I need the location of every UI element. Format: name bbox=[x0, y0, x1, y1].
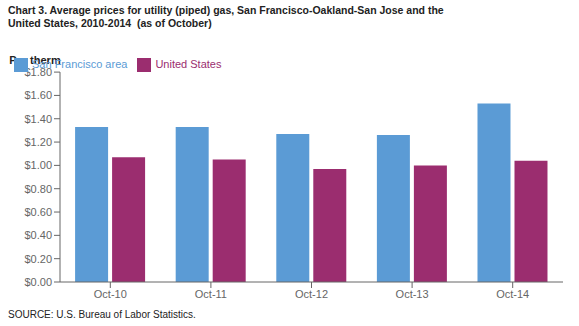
svg-text:$1.20: $1.20 bbox=[24, 136, 52, 148]
svg-text:Oct-10: Oct-10 bbox=[94, 288, 127, 300]
svg-text:Oct-12: Oct-12 bbox=[295, 288, 328, 300]
svg-text:$0.60: $0.60 bbox=[24, 206, 52, 218]
svg-text:$0.20: $0.20 bbox=[24, 253, 52, 265]
svg-text:$0.80: $0.80 bbox=[24, 183, 52, 195]
svg-text:Oct-11: Oct-11 bbox=[195, 288, 227, 300]
svg-text:Oct-14: Oct-14 bbox=[496, 288, 529, 300]
svg-text:$1.00: $1.00 bbox=[24, 159, 52, 171]
svg-text:Oct-13: Oct-13 bbox=[396, 288, 429, 300]
svg-text:$1.60: $1.60 bbox=[24, 89, 52, 101]
svg-text:$0.00: $0.00 bbox=[24, 276, 52, 288]
svg-text:$0.40: $0.40 bbox=[24, 229, 52, 241]
svg-text:Per therm: Per therm bbox=[9, 54, 61, 66]
svg-text:$1.40: $1.40 bbox=[24, 113, 52, 125]
svg-text:$1.80: $1.80 bbox=[24, 66, 52, 78]
